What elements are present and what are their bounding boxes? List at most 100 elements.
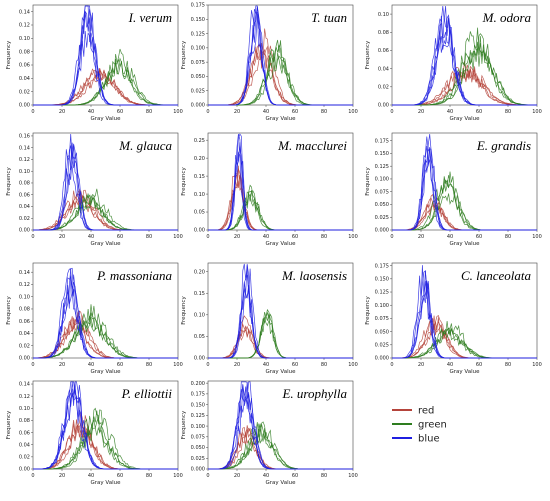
y-tick-label: 0.10 [19, 36, 30, 42]
series-green [392, 321, 537, 359]
series-blue [208, 5, 353, 106]
y-tick-label: 0.075 [375, 189, 389, 195]
y-tick-label: 0.04 [19, 331, 30, 337]
x-tick-label: 80 [321, 362, 327, 368]
series-line-green [392, 27, 537, 106]
series-line-blue [208, 263, 353, 359]
x-axis-label: Gray Value [449, 116, 480, 122]
panel-title: M. laosensis [281, 268, 347, 283]
x-tick-label: 80 [321, 473, 327, 479]
series-line-blue [208, 382, 353, 470]
y-tick-label: 0.100 [375, 303, 389, 309]
y-tick-label: 0.150 [375, 277, 389, 283]
x-axis-label: Gray Value [90, 369, 121, 375]
y-tick-label: 0.150 [191, 17, 205, 23]
chart-panel: 0.00 0.02 0.04 0.06 0.08 0.10 0.12 0.14 0 20 40 60 8… [6, 4, 183, 122]
y-tick-label: 0.10 [378, 12, 389, 18]
x-tick-label: 60 [292, 234, 298, 240]
series-blue [392, 5, 537, 106]
series-line-green [208, 308, 353, 359]
series-line-red [392, 197, 537, 231]
y-tick-label: 0.02 [19, 216, 30, 222]
series-line-blue [33, 10, 178, 106]
y-tick-label: 0.08 [19, 49, 30, 55]
x-tick-label: 100 [348, 473, 358, 479]
y-tick-label: 0.00 [19, 356, 30, 362]
y-tick-label: 0.075 [191, 60, 205, 66]
x-tick-label: 40 [88, 362, 94, 368]
legend: red green blue [392, 406, 447, 445]
series-line-green [208, 313, 353, 359]
y-tick-label: 0.125 [375, 290, 389, 296]
x-axis-label: Gray Value [90, 116, 121, 122]
series-green [208, 308, 353, 359]
x-tick-label: 80 [146, 234, 152, 240]
y-tick-label: 0.00 [19, 103, 30, 109]
y-tick-label: 0.15 [194, 174, 205, 180]
series-line-green [392, 321, 537, 359]
chart-panel: 0.000 0.025 0.050 0.075 0.100 0.125 0.150 0.175… [365, 132, 542, 247]
x-tick-label: 80 [146, 362, 152, 368]
y-axis-label: Frequency [365, 296, 371, 325]
y-tick-label: 0.06 [19, 192, 30, 198]
y-tick-label: 0.075 [375, 316, 389, 322]
y-tick-label: 0.025 [375, 215, 389, 221]
y-tick-label: 0.14 [19, 382, 30, 388]
y-tick-label: 0.15 [194, 291, 205, 297]
y-axis-label: Frequency [6, 410, 12, 439]
x-tick-label: 100 [532, 362, 542, 368]
y-tick-label: 0.000 [191, 467, 205, 473]
series-line-blue [208, 5, 353, 106]
y-tick-label: 0.150 [375, 151, 389, 157]
y-axis-label: Frequency [181, 167, 187, 196]
series-green [208, 39, 353, 106]
series-line-blue [392, 148, 537, 231]
series-line-blue [392, 5, 537, 106]
legend-label-green: green [418, 420, 447, 431]
series-line-red [208, 329, 353, 359]
y-tick-label: 0.04 [19, 442, 30, 448]
y-tick-label: 0.125 [375, 164, 389, 170]
y-tick-label: 0.08 [19, 418, 30, 424]
x-tick-label: 20 [59, 234, 65, 240]
y-tick-label: 0.14 [19, 145, 30, 151]
y-tick-label: 0.000 [191, 103, 205, 109]
x-tick-label: 100 [173, 109, 183, 115]
y-tick-label: 0.10 [194, 313, 205, 319]
x-tick-label: 40 [447, 234, 453, 240]
y-tick-label: 0.175 [375, 263, 389, 269]
y-tick-label: 0.12 [19, 23, 30, 29]
series-line-green [392, 33, 537, 106]
y-tick-label: 0.14 [19, 270, 30, 276]
y-tick-label: 0.175 [191, 3, 205, 9]
x-tick-label: 100 [348, 362, 358, 368]
x-axis-label: Gray Value [90, 241, 121, 247]
x-tick-label: 60 [117, 109, 123, 115]
series-line-blue [208, 146, 353, 231]
y-tick-label: 0.125 [191, 413, 205, 419]
series-line-blue [208, 13, 353, 106]
y-axis-label: Frequency [181, 410, 187, 439]
x-tick-label: 100 [348, 109, 358, 115]
x-axis-label: Gray Value [449, 369, 480, 375]
y-tick-label: 0.06 [19, 319, 30, 325]
series-line-blue [33, 133, 178, 231]
y-axis-label: Frequency [6, 167, 12, 196]
y-tick-label: 0.20 [194, 156, 205, 162]
series-line-blue [33, 276, 178, 359]
series-blue [33, 267, 178, 359]
x-tick-label: 40 [88, 109, 94, 115]
y-tick-label: 0.05 [194, 210, 205, 216]
series-line-red [392, 317, 537, 359]
x-tick-label: 60 [476, 362, 482, 368]
y-tick-label: 0.00 [19, 228, 30, 234]
series-line-blue [392, 288, 537, 359]
series-line-blue [33, 30, 178, 106]
series-line-blue [33, 9, 178, 106]
y-axis-label: Frequency [6, 40, 12, 69]
x-tick-label: 0 [31, 234, 34, 240]
x-tick-label: 0 [206, 362, 209, 368]
y-axis-label: Frequency [365, 167, 371, 196]
series-line-green [208, 317, 353, 359]
x-tick-label: 100 [532, 109, 542, 115]
